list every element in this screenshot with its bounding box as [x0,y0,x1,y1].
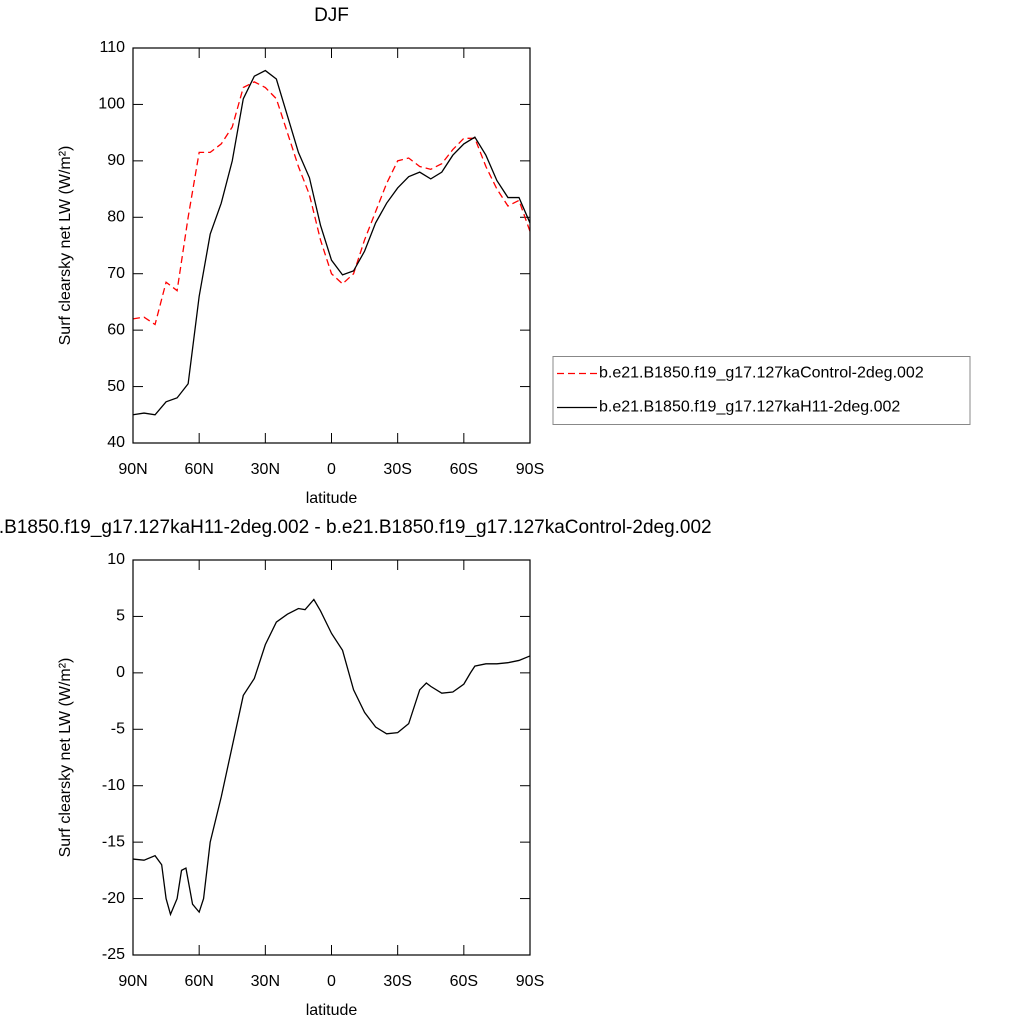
y-tick-label: -15 [102,833,125,850]
y-tick-label: 5 [116,608,125,625]
legend-label: b.e21.B1850.f19_g17.127kaH11-2deg.002 [599,399,900,416]
y-tick-label: -5 [111,721,125,738]
x-tick-label: 30S [383,461,411,478]
y-tick-label: 40 [107,434,125,451]
y-axis-label: Surf clearsky net LW (W/m²) [57,658,74,858]
y-tick-label: 80 [107,209,125,226]
x-tick-label: 90N [118,973,147,990]
y-tick-label: 90 [107,152,125,169]
y-tick-label: 0 [116,664,125,681]
y-tick-label: 50 [107,378,125,395]
y-tick-label: -10 [102,777,125,794]
x-tick-label: 0 [327,973,336,990]
y-tick-label: 10 [107,551,125,568]
data-line [132,81,531,326]
y-tick-label: 60 [107,321,125,338]
x-tick-label: 90S [516,461,544,478]
x-tick-label: 90S [516,973,544,990]
y-tick-label: -25 [102,946,125,963]
y-axis-label: Surf clearsky net LW (W/m²) [57,146,74,346]
x-axis-label: latitude [306,490,358,507]
legend-box [552,356,971,425]
x-axis-label: latitude [306,1002,358,1019]
x-tick-label: 60S [450,973,478,990]
legend-label: b.e21.B1850.f19_g17.127kaControl-2deg.00… [599,365,924,382]
y-tick-label: -20 [102,890,125,907]
x-tick-label: 60N [184,461,213,478]
x-tick-label: 30N [251,973,280,990]
x-tick-label: 0 [327,461,336,478]
x-tick-label: 30N [251,461,280,478]
plot-frame [132,47,531,444]
chart-title: DJF [314,5,349,26]
data-line [132,69,531,416]
x-tick-label: 60S [450,461,478,478]
x-tick-label: 30S [383,973,411,990]
x-tick-label: 90N [118,461,147,478]
chart-title: b.e21.B1850.f19_g17.127kaH11-2deg.002 - … [0,517,712,538]
y-tick-label: 70 [107,265,125,282]
y-tick-label: 100 [98,96,125,113]
data-line [132,598,531,917]
plot-frame [132,559,531,956]
y-tick-label: 110 [99,39,125,56]
x-tick-label: 60N [184,973,213,990]
